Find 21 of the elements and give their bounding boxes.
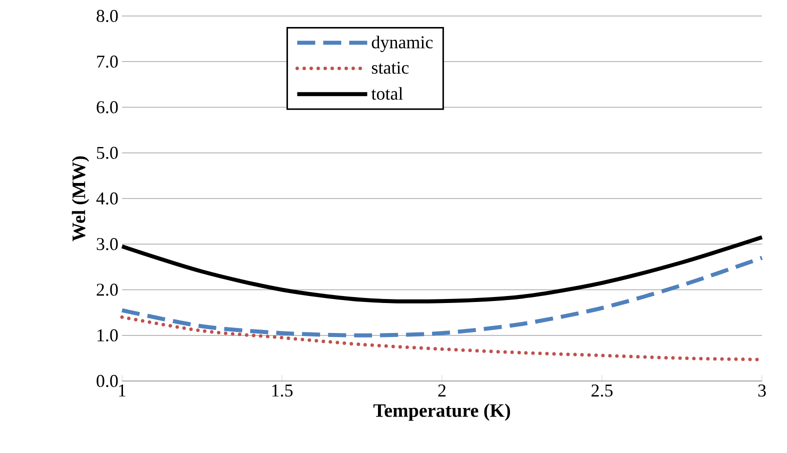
x-tick-label: 2 [438,384,446,396]
y-tick-label: 8.0 [96,10,118,22]
y-axis-title: Wel (MW) [72,156,90,242]
legend-label: dynamic [372,36,433,52]
x-tick-label: 2.5 [592,384,613,397]
line-series [120,256,764,338]
y-tick-label: 6.0 [96,101,118,114]
y-tick-label: 2.0 [96,284,118,296]
y-tick-label: 5.0 [97,146,118,159]
line-series [120,235,764,304]
x-tick-label: 1.5 [272,384,293,397]
x-tick-label: 3 [758,384,766,397]
legend-label: static [372,62,409,74]
y-tick-label: 1.0 [98,329,118,342]
y-tick-label: 7.0 [97,56,118,68]
y-tick-label: 4.0 [96,192,118,205]
y-tick-label: 3.0 [96,238,118,250]
y-tick-label: 0.0 [96,374,118,388]
legend-label: total [371,87,403,100]
x-axis-title: Temperature (K) [373,404,510,421]
x-tick-label: 1 [119,384,126,396]
